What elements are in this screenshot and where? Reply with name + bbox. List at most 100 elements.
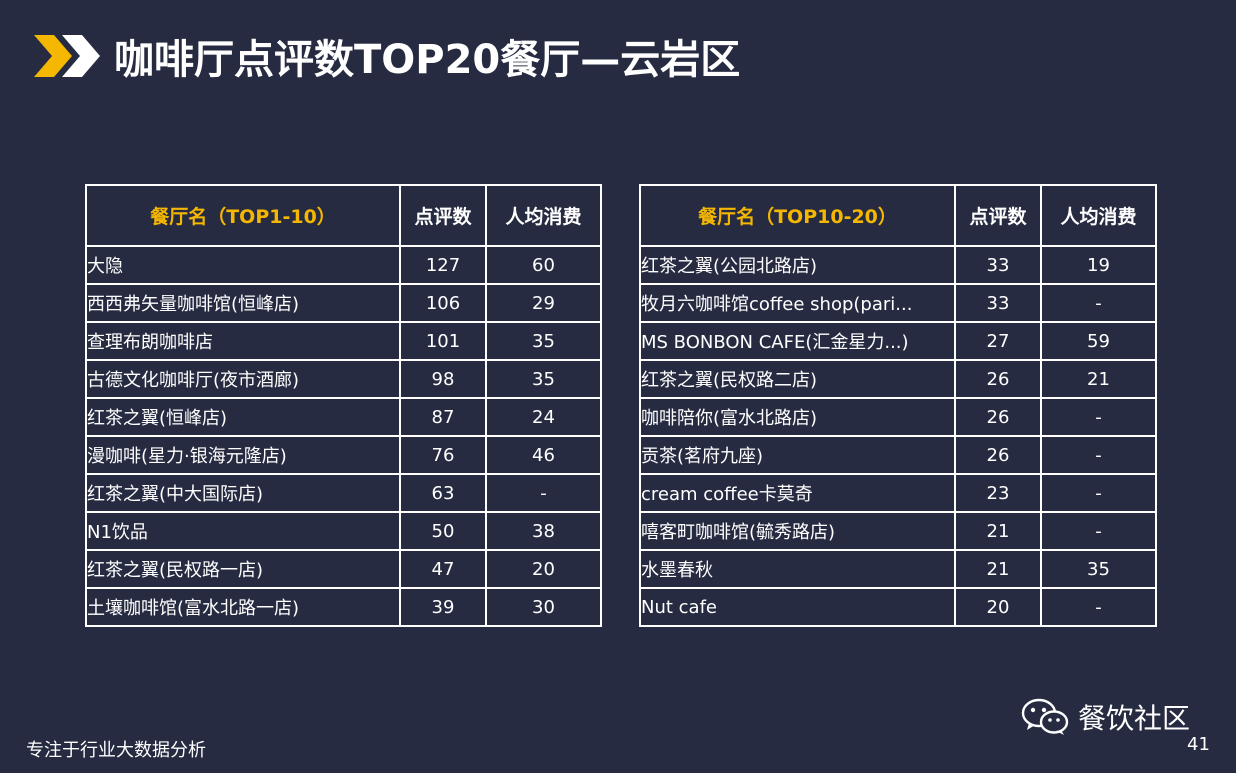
- restaurant-name-cell: 西西弗矢量咖啡馆(恒峰店): [85, 283, 401, 323]
- review-count-cell: 26: [954, 397, 1042, 437]
- title-bar: 咖啡厅点评数TOP20餐厅—云岩区: [32, 26, 740, 86]
- restaurant-name-cell: 牧月六咖啡馆coffee shop(pari...: [639, 283, 956, 323]
- column-header-avg-spend: 人均消费: [485, 184, 602, 247]
- footer-tagline: 专注于行业大数据分析: [26, 740, 206, 761]
- top10-20-table: 餐厅名（TOP10-20） 点评数 人均消费 红茶之翼(公园北路店) 33 19 牧月…: [639, 184, 1157, 627]
- restaurant-name-cell: 红茶之翼(中大国际店): [85, 473, 401, 513]
- table-row: 贡茶(茗府九座) 26-: [639, 435, 1157, 475]
- table-row: 红茶之翼(恒峰店) 87 24: [85, 397, 602, 437]
- table-row: 查理布朗咖啡店 101 35: [85, 321, 602, 361]
- restaurant-name-cell: 咖啡陪你(富水北路店): [639, 397, 956, 437]
- restaurant-name-cell: 红茶之翼(恒峰店): [85, 397, 401, 437]
- review-count-cell: 26: [954, 435, 1042, 475]
- table-row: 红茶之翼(民权路一店) 47 20: [85, 549, 602, 589]
- avg-spend-cell: 20: [485, 549, 602, 589]
- restaurant-name-cell: 嘻客町咖啡馆(毓秀路店): [639, 511, 956, 551]
- restaurant-name-cell: 红茶之翼(民权路一店): [85, 549, 401, 589]
- restaurant-name-cell: cream coffee卡莫奇: [639, 473, 956, 513]
- page-title: 咖啡厅点评数TOP20餐厅—云岩区: [114, 37, 741, 83]
- avg-spend-cell: -: [1040, 587, 1157, 627]
- table-row: 嘻客町咖啡馆(毓秀路店) 21-: [639, 511, 1157, 551]
- top1-10-table: 餐厅名（TOP1-10） 点评数 人均消费 大隐 127 60 西西弗矢量咖啡馆(恒峰…: [85, 184, 602, 627]
- column-header-name: 餐厅名（TOP10-20）: [639, 184, 956, 247]
- table-row: cream coffee卡莫奇 23-: [639, 473, 1157, 513]
- review-count-cell: 87: [399, 397, 487, 437]
- restaurant-name-cell: 水墨春秋: [639, 549, 956, 589]
- table-header-row: 餐厅名（TOP10-20） 点评数 人均消费: [639, 184, 1157, 247]
- table-row: 水墨春秋 21 35: [639, 549, 1157, 589]
- table-row: 西西弗矢量咖啡馆(恒峰店) 106 29: [85, 283, 602, 323]
- restaurant-name-cell: 查理布朗咖啡店: [85, 321, 401, 361]
- brand-mark: 餐饮社区: [1020, 697, 1190, 737]
- table-row: 红茶之翼(民权路二店) 26 21: [639, 359, 1157, 399]
- wechat-icon: [1021, 698, 1069, 735]
- review-count-cell: 98: [399, 359, 487, 399]
- review-count-cell: 63: [399, 473, 487, 513]
- review-count-cell: 27: [954, 321, 1042, 361]
- review-count-cell: 39: [399, 587, 487, 627]
- avg-spend-cell: -: [1040, 435, 1157, 475]
- double-chevron-icon: [34, 35, 100, 77]
- review-count-cell: 33: [954, 283, 1042, 323]
- table-row: 古德文化咖啡厅(夜市酒廊) 98 35: [85, 359, 602, 399]
- avg-spend-cell: -: [1040, 397, 1157, 437]
- column-header-reviews: 点评数: [399, 184, 487, 247]
- review-count-cell: 50: [399, 511, 487, 551]
- restaurant-name-cell: 土壤咖啡馆(富水北路一店): [85, 587, 401, 627]
- avg-spend-cell: -: [1040, 511, 1157, 551]
- avg-spend-cell: 21: [1040, 359, 1157, 399]
- restaurant-name-cell: 红茶之翼(民权路二店): [639, 359, 956, 399]
- page-number: 41: [1187, 734, 1210, 755]
- avg-spend-cell: 35: [485, 321, 602, 361]
- table-row: 大隐 127 60: [85, 245, 602, 285]
- table-row: N1饮品 50 38: [85, 511, 602, 551]
- restaurant-name-cell: MS BONBON CAFE(汇金星力...): [639, 321, 956, 361]
- table-row: MS BONBON CAFE(汇金星力...) 27 59: [639, 321, 1157, 361]
- avg-spend-cell: 19: [1040, 245, 1157, 285]
- review-count-cell: 26: [954, 359, 1042, 399]
- avg-spend-cell: -: [1040, 283, 1157, 323]
- review-count-cell: 33: [954, 245, 1042, 285]
- brand-name: 餐饮社区: [1078, 702, 1191, 735]
- review-count-cell: 20: [954, 587, 1042, 627]
- restaurant-name-cell: 贡茶(茗府九座): [639, 435, 956, 475]
- restaurant-name-cell: 古德文化咖啡厅(夜市酒廊): [85, 359, 401, 399]
- review-count-cell: 21: [954, 511, 1042, 551]
- table-row: 漫咖啡(星力·银海元隆店) 76 46: [85, 435, 602, 475]
- avg-spend-cell: 24: [485, 397, 602, 437]
- avg-spend-cell: -: [485, 473, 602, 513]
- restaurant-name-cell: Nut cafe: [639, 587, 956, 627]
- avg-spend-cell: 46: [485, 435, 602, 475]
- restaurant-name-cell: 漫咖啡(星力·银海元隆店): [85, 435, 401, 475]
- table-body: 红茶之翼(公园北路店) 33 19 牧月六咖啡馆coffee shop(pari...…: [639, 245, 1157, 627]
- review-count-cell: 106: [399, 283, 487, 323]
- table-row: 咖啡陪你(富水北路店) 26-: [639, 397, 1157, 437]
- review-count-cell: 21: [954, 549, 1042, 589]
- avg-spend-cell: -: [1040, 473, 1157, 513]
- review-count-cell: 76: [399, 435, 487, 475]
- review-count-cell: 127: [399, 245, 487, 285]
- review-count-cell: 101: [399, 321, 487, 361]
- table-row: 土壤咖啡馆(富水北路一店) 39 30: [85, 587, 602, 627]
- avg-spend-cell: 35: [485, 359, 602, 399]
- avg-spend-cell: 29: [485, 283, 602, 323]
- restaurant-name-cell: N1饮品: [85, 511, 401, 551]
- table-header-row: 餐厅名（TOP1-10） 点评数 人均消费: [85, 184, 602, 247]
- table-row: Nut cafe 20-: [639, 587, 1157, 627]
- table-row: 红茶之翼(公园北路店) 33 19: [639, 245, 1157, 285]
- column-header-name: 餐厅名（TOP1-10）: [85, 184, 401, 247]
- avg-spend-cell: 30: [485, 587, 602, 627]
- avg-spend-cell: 60: [485, 245, 602, 285]
- restaurant-name-cell: 大隐: [85, 245, 401, 285]
- review-count-cell: 47: [399, 549, 487, 589]
- table-row: 牧月六咖啡馆coffee shop(pari... 33-: [639, 283, 1157, 323]
- column-header-avg-spend: 人均消费: [1040, 184, 1157, 247]
- avg-spend-cell: 35: [1040, 549, 1157, 589]
- table-row: 红茶之翼(中大国际店) 63-: [85, 473, 602, 513]
- table-body: 大隐 127 60 西西弗矢量咖啡馆(恒峰店) 106 29 查理布朗咖啡店 101 35 古德文…: [85, 245, 602, 627]
- restaurant-name-cell: 红茶之翼(公园北路店): [639, 245, 956, 285]
- avg-spend-cell: 59: [1040, 321, 1157, 361]
- review-count-cell: 23: [954, 473, 1042, 513]
- column-header-reviews: 点评数: [954, 184, 1042, 247]
- avg-spend-cell: 38: [485, 511, 602, 551]
